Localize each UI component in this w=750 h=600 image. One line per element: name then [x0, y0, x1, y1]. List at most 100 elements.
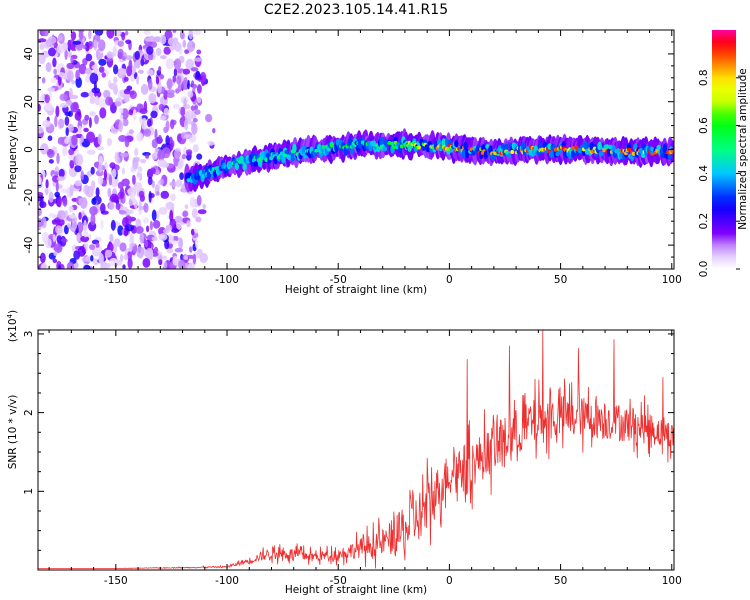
signal-core — [631, 151, 636, 156]
noise-dot — [175, 180, 183, 188]
noise-dot — [157, 81, 162, 94]
noise-dot — [82, 44, 87, 50]
noise-dot — [120, 254, 124, 262]
noise-dot — [142, 258, 151, 268]
noise-dot — [77, 246, 86, 257]
noise-dot — [173, 37, 179, 45]
noise-dot — [196, 49, 202, 55]
signal-mid — [640, 152, 646, 158]
noise-dot — [70, 31, 77, 41]
spectrogram-axes: -150 -100 -50 0 50 100 -40 -20 0 20 40 — [23, 30, 682, 286]
noise-dot — [66, 62, 75, 70]
noise-dot — [80, 170, 85, 181]
noise-dot — [119, 187, 125, 199]
noise-dot — [187, 79, 190, 90]
noise-dot — [54, 191, 60, 198]
noise-dot — [93, 81, 97, 92]
signal-mid — [441, 138, 446, 148]
noise-dot — [40, 262, 48, 269]
noise-dot — [88, 40, 93, 47]
noise-dot — [42, 120, 51, 128]
noise-dot — [170, 119, 175, 130]
x-tick-label: 0 — [446, 575, 453, 587]
noise-dot — [45, 102, 53, 112]
noise-dot — [55, 181, 59, 193]
noise-dot — [92, 258, 99, 266]
noise-dot — [170, 142, 174, 151]
noise-dot — [66, 261, 75, 269]
noise-dot — [128, 129, 134, 134]
noise-dot — [123, 254, 129, 261]
noise-dot — [94, 95, 100, 106]
noise-dot — [106, 137, 112, 147]
noise-dot — [119, 107, 124, 114]
noise-dot — [38, 52, 46, 65]
noise-dot — [173, 58, 182, 70]
noise-dot — [70, 102, 79, 113]
noise-dot — [121, 31, 126, 41]
noise-dot — [38, 175, 42, 186]
noise-dot — [134, 147, 139, 157]
colorbar-tick-label: 0.4 — [698, 165, 710, 182]
noise-dot — [104, 249, 113, 258]
noise-dot — [76, 232, 81, 243]
noise-dot — [106, 51, 115, 59]
noise-dot — [106, 30, 115, 39]
noise-dot — [75, 76, 82, 88]
noise-dot — [174, 149, 181, 160]
x-tick-label: 100 — [662, 274, 682, 286]
noise-dot — [184, 119, 189, 131]
noise-dot — [159, 115, 167, 121]
noise-dot — [135, 182, 143, 194]
noise-dot — [110, 219, 116, 231]
noise-dot — [153, 36, 162, 43]
signal-mid — [656, 144, 661, 150]
noise-dot — [124, 138, 130, 148]
noise-dot — [59, 93, 68, 101]
noise-dot — [100, 219, 104, 230]
noise-dot — [90, 213, 96, 226]
noise-dot — [118, 120, 123, 133]
noise-dot — [54, 115, 58, 128]
spectrogram-image — [38, 30, 674, 269]
noise-dot — [173, 68, 178, 77]
noise-dot — [178, 259, 186, 269]
noise-dot — [191, 80, 195, 88]
noise-dot — [125, 209, 134, 215]
snr-frame — [37, 329, 675, 571]
snr-scale-suffix: ) — [7, 310, 19, 314]
signal-mid — [239, 155, 244, 162]
noise-dot — [107, 187, 112, 198]
noise-dot — [101, 72, 106, 78]
signal-mid — [379, 136, 384, 147]
noise-dot — [56, 195, 62, 208]
noise-dot — [60, 238, 68, 243]
noise-dot — [64, 148, 68, 156]
noise-dot — [41, 30, 49, 37]
noise-dot — [140, 83, 149, 95]
noise-dot — [199, 71, 207, 84]
noise-dot — [52, 175, 60, 183]
noise-dot — [144, 37, 154, 42]
noise-dot — [140, 159, 147, 164]
noise-dot — [68, 87, 73, 100]
noise-dot — [160, 161, 169, 168]
noise-dot — [55, 225, 63, 234]
noise-dot — [166, 248, 174, 254]
noise-dot — [77, 125, 82, 135]
noise-dot — [174, 247, 183, 253]
noise-dot — [159, 34, 167, 45]
noise-dot — [44, 237, 52, 249]
noise-dot — [98, 66, 105, 73]
noise-dot — [151, 209, 157, 222]
noise-dot — [83, 219, 87, 232]
noise-dot — [184, 49, 190, 54]
noise-dot — [193, 30, 202, 36]
noise-dot — [174, 41, 182, 52]
noise-dot — [112, 30, 122, 37]
noise-dot — [202, 203, 206, 210]
noise-dot — [189, 197, 196, 208]
noise-dot — [78, 211, 82, 220]
noise-dot — [196, 153, 203, 160]
noise-dot — [50, 77, 57, 83]
